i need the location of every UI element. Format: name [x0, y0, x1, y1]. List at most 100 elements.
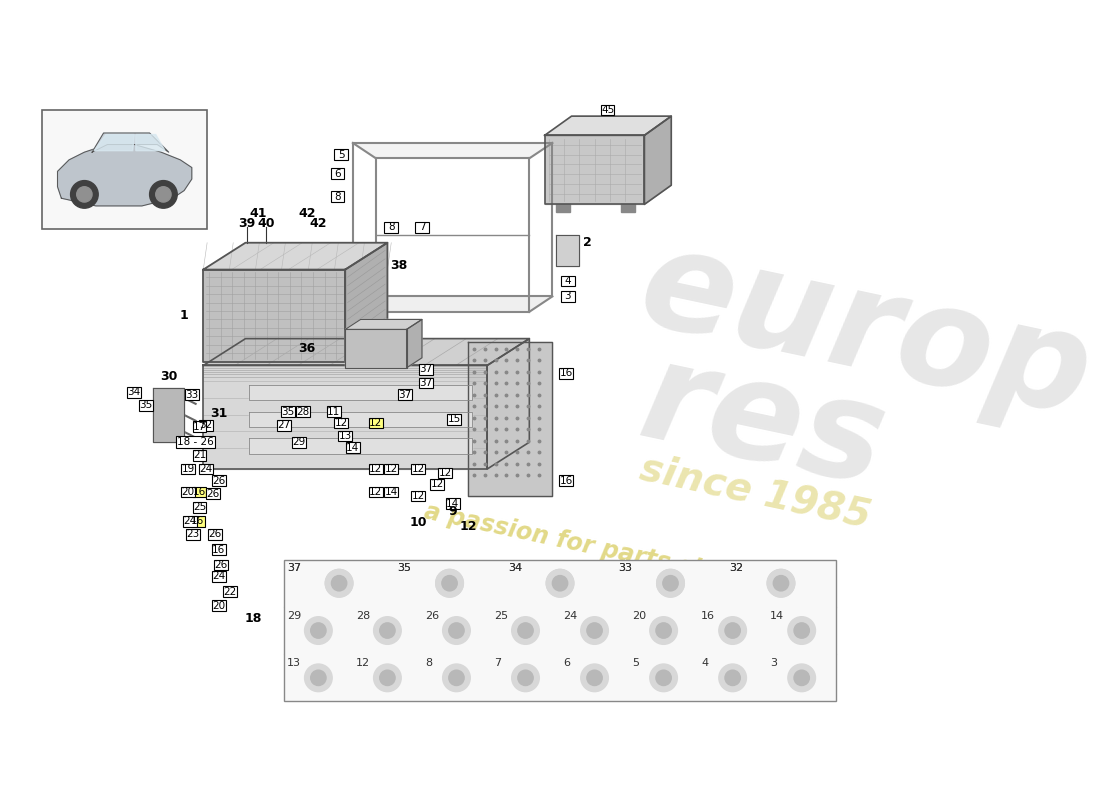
Text: 15: 15	[448, 414, 461, 424]
Text: 12: 12	[385, 464, 398, 474]
Circle shape	[310, 623, 326, 638]
Circle shape	[326, 570, 353, 597]
Circle shape	[587, 670, 602, 686]
Circle shape	[512, 617, 539, 644]
Polygon shape	[353, 297, 552, 312]
Circle shape	[436, 570, 463, 597]
Polygon shape	[353, 143, 552, 158]
Text: 24: 24	[199, 464, 212, 474]
Text: 20: 20	[182, 487, 195, 497]
Text: 16: 16	[192, 487, 206, 497]
FancyBboxPatch shape	[419, 364, 432, 374]
FancyBboxPatch shape	[139, 400, 153, 410]
Text: 16: 16	[560, 475, 573, 486]
Polygon shape	[345, 319, 422, 330]
FancyBboxPatch shape	[191, 516, 205, 526]
Circle shape	[581, 617, 608, 644]
Text: 12: 12	[411, 464, 425, 474]
Text: 11: 11	[327, 406, 340, 417]
Text: 24: 24	[563, 610, 578, 621]
Circle shape	[788, 617, 815, 644]
Text: 34: 34	[128, 387, 141, 398]
Text: 12: 12	[370, 487, 383, 497]
FancyBboxPatch shape	[211, 571, 226, 582]
Text: 25: 25	[192, 502, 206, 513]
Circle shape	[767, 570, 795, 597]
Circle shape	[518, 623, 534, 638]
FancyBboxPatch shape	[182, 486, 195, 498]
Text: 40: 40	[257, 217, 275, 230]
FancyBboxPatch shape	[448, 414, 461, 425]
Circle shape	[436, 570, 463, 597]
Polygon shape	[204, 242, 387, 270]
Polygon shape	[204, 270, 345, 362]
FancyBboxPatch shape	[368, 464, 383, 474]
Circle shape	[718, 617, 747, 644]
FancyBboxPatch shape	[559, 368, 573, 378]
Circle shape	[663, 575, 679, 591]
Circle shape	[552, 575, 568, 591]
Text: 35: 35	[139, 400, 153, 410]
Text: 23: 23	[187, 530, 200, 539]
Text: 8: 8	[388, 222, 395, 232]
FancyBboxPatch shape	[192, 450, 207, 461]
Text: 7: 7	[419, 222, 426, 232]
Text: 6: 6	[334, 169, 341, 178]
Circle shape	[449, 670, 464, 686]
Circle shape	[374, 664, 401, 692]
Text: 25: 25	[494, 610, 508, 621]
Text: 37: 37	[287, 563, 301, 574]
Polygon shape	[407, 319, 422, 368]
FancyBboxPatch shape	[280, 406, 295, 417]
FancyBboxPatch shape	[192, 422, 207, 432]
Text: 33: 33	[618, 563, 632, 574]
Circle shape	[650, 664, 678, 692]
Circle shape	[656, 623, 671, 638]
FancyBboxPatch shape	[561, 276, 574, 286]
FancyBboxPatch shape	[199, 420, 212, 430]
Text: 45: 45	[601, 105, 614, 115]
Text: 37: 37	[419, 378, 432, 388]
Polygon shape	[135, 134, 165, 150]
Text: 18: 18	[189, 437, 202, 447]
Text: 12: 12	[334, 418, 348, 428]
Text: 22: 22	[223, 586, 236, 597]
Polygon shape	[557, 235, 580, 266]
Polygon shape	[95, 134, 134, 150]
FancyBboxPatch shape	[346, 442, 360, 453]
Text: 24: 24	[212, 571, 226, 582]
Circle shape	[305, 617, 332, 644]
Text: 34: 34	[508, 563, 522, 574]
FancyBboxPatch shape	[293, 437, 306, 447]
Text: 18 - 26: 18 - 26	[177, 437, 214, 447]
FancyBboxPatch shape	[327, 406, 341, 417]
Circle shape	[725, 670, 740, 686]
FancyBboxPatch shape	[446, 498, 460, 509]
Text: 8: 8	[425, 658, 432, 668]
Text: 13: 13	[339, 431, 352, 441]
FancyBboxPatch shape	[211, 544, 226, 555]
FancyBboxPatch shape	[192, 502, 207, 513]
Circle shape	[794, 670, 810, 686]
Text: 39: 39	[239, 217, 255, 230]
Circle shape	[326, 570, 353, 597]
Circle shape	[442, 617, 471, 644]
FancyBboxPatch shape	[296, 406, 310, 417]
FancyBboxPatch shape	[368, 486, 383, 498]
Text: 21: 21	[192, 450, 206, 460]
Circle shape	[547, 570, 574, 597]
Text: 16: 16	[701, 610, 715, 621]
Polygon shape	[544, 116, 671, 135]
Text: 12: 12	[370, 418, 383, 428]
Circle shape	[150, 181, 177, 208]
Text: 42: 42	[309, 217, 327, 230]
FancyBboxPatch shape	[184, 437, 207, 447]
FancyBboxPatch shape	[207, 488, 220, 499]
Text: 33: 33	[618, 563, 632, 574]
Polygon shape	[621, 204, 635, 212]
Circle shape	[331, 575, 346, 591]
Text: 31: 31	[210, 406, 228, 419]
FancyBboxPatch shape	[339, 430, 352, 442]
Circle shape	[788, 664, 815, 692]
Circle shape	[442, 664, 471, 692]
